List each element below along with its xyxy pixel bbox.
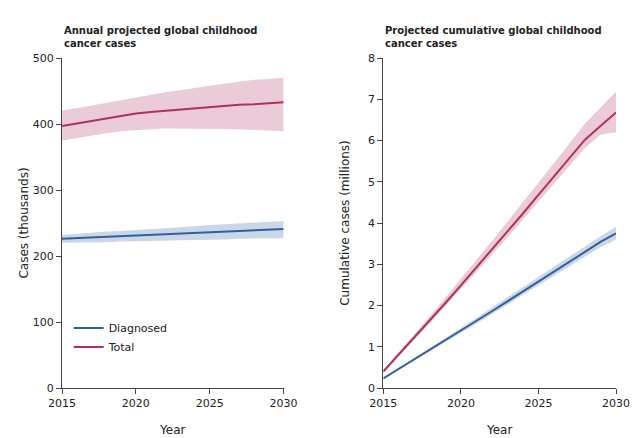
svg-text:500: 500 <box>33 52 54 65</box>
svg-text:Total: Total <box>108 341 135 354</box>
svg-text:2025: 2025 <box>524 397 552 410</box>
svg-text:100: 100 <box>33 316 54 329</box>
svg-text:5: 5 <box>368 176 375 189</box>
svg-text:0: 0 <box>368 382 375 395</box>
svg-text:0: 0 <box>47 382 54 395</box>
svg-text:7: 7 <box>368 93 375 106</box>
svg-text:4: 4 <box>368 217 375 230</box>
svg-text:Annual projected global childh: Annual projected global childhoodcancer … <box>64 25 257 49</box>
svg-text:2020: 2020 <box>447 397 475 410</box>
svg-text:Diagnosed: Diagnosed <box>109 322 167 335</box>
svg-text:2: 2 <box>368 299 375 312</box>
svg-text:Cases (thousands): Cases (thousands) <box>17 167 31 278</box>
svg-text:2030: 2030 <box>602 397 630 410</box>
svg-text:2020: 2020 <box>122 397 150 410</box>
svg-text:3: 3 <box>368 258 375 271</box>
svg-text:2025: 2025 <box>196 397 224 410</box>
svg-text:200: 200 <box>33 250 54 263</box>
svg-text:Year: Year <box>159 423 185 437</box>
svg-text:1: 1 <box>368 341 375 354</box>
svg-text:300: 300 <box>33 184 54 197</box>
svg-text:Cumulative cases (millions): Cumulative cases (millions) <box>338 140 352 306</box>
svg-text:Projected cumulative global ch: Projected cumulative global childhoodcan… <box>385 25 602 49</box>
svg-text:Year: Year <box>486 423 512 437</box>
svg-text:2015: 2015 <box>369 397 397 410</box>
svg-text:2030: 2030 <box>270 397 298 410</box>
svg-text:8: 8 <box>368 52 375 65</box>
svg-text:6: 6 <box>368 134 375 147</box>
svg-text:2015: 2015 <box>48 397 76 410</box>
svg-text:400: 400 <box>33 118 54 131</box>
